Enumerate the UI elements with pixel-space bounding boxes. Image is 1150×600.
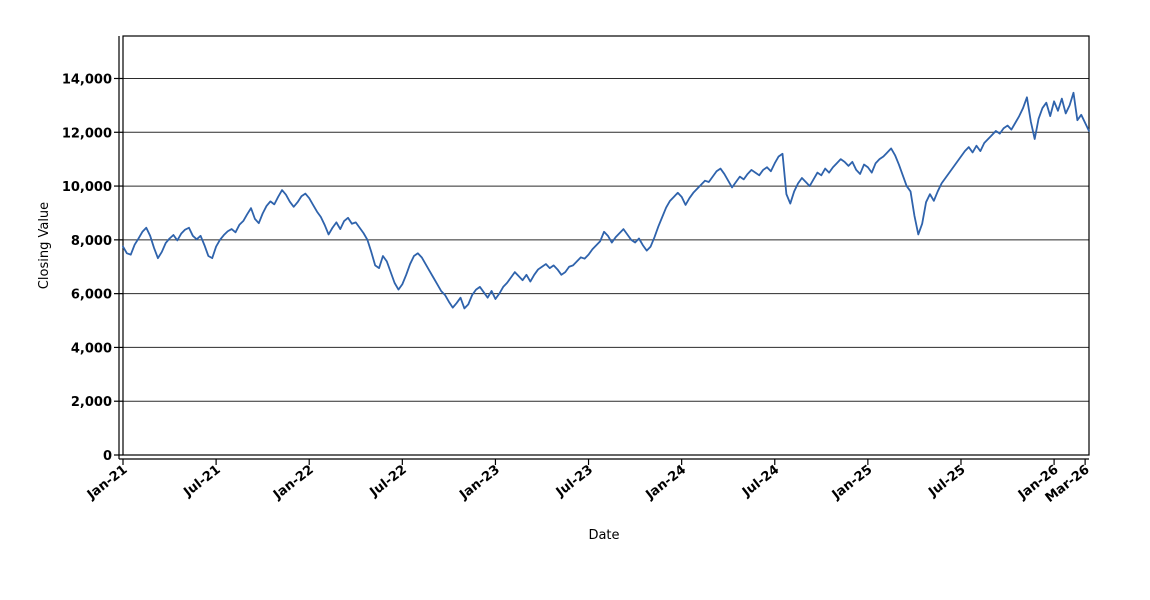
y-tick-label: 8,000 <box>71 234 112 249</box>
y-tick-label: 2,000 <box>71 395 112 410</box>
y-axis-title: Closing Value <box>37 202 52 289</box>
x-tick-label: Jul-23 <box>553 462 596 500</box>
x-tick-label: Jan-21 <box>84 462 131 503</box>
y-tick-label: 12,000 <box>62 126 112 141</box>
y-tick-label: 0 <box>103 449 112 464</box>
y-tick-label: 10,000 <box>62 180 112 195</box>
plot-border <box>122 35 1090 456</box>
y-tick-label: 6,000 <box>71 288 112 303</box>
x-tick-label: Jan-24 <box>643 462 690 503</box>
x-tick-label: Jul-25 <box>925 462 968 500</box>
x-tick-label: Jan-23 <box>456 462 503 503</box>
x-tick-label: Jul-24 <box>739 462 782 500</box>
x-tick-label: Jul-21 <box>180 462 223 500</box>
x-tick-label: Jul-22 <box>367 462 410 500</box>
closing-value-series-line <box>122 91 1090 310</box>
y-tick-label: 14,000 <box>62 72 112 87</box>
x-tick-label: Jan-25 <box>829 462 876 503</box>
x-tick-label: Jan-22 <box>270 462 317 503</box>
x-axis-title: Date <box>588 528 619 543</box>
y-tick-label: 4,000 <box>71 341 112 356</box>
